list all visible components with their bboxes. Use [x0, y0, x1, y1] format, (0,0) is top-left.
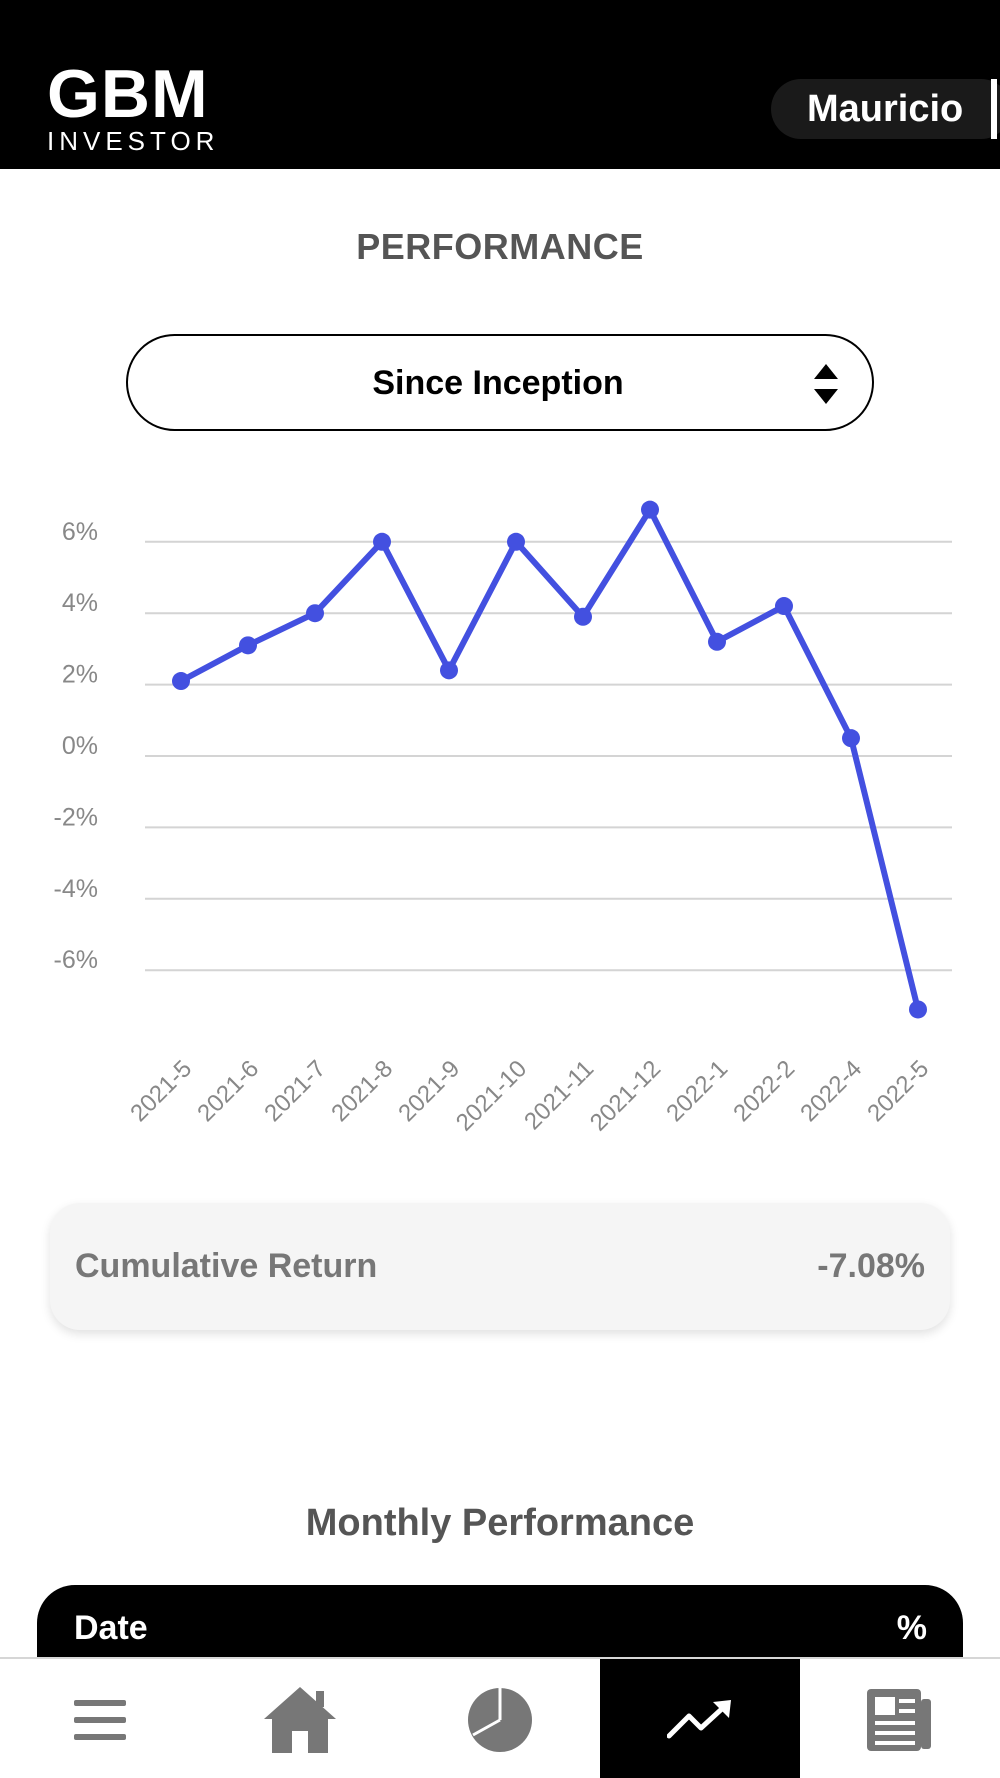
header-edge-bar [991, 79, 997, 139]
monthly-performance-title: Monthly Performance [305, 1502, 695, 1544]
page-title: PERFORMANCE [356, 226, 644, 267]
sort-arrows-icon [814, 364, 838, 404]
x-tick-label: 2021-7 [259, 1055, 331, 1127]
bottom-navigation [0, 1657, 1000, 1778]
user-profile-button[interactable]: Mauricio [771, 79, 1000, 139]
x-tick-label: 2022-5 [862, 1055, 934, 1127]
y-tick-label: -6% [54, 946, 98, 974]
period-select[interactable]: Since Inception [126, 334, 874, 431]
data-point [842, 729, 860, 748]
trending-up-icon [667, 1699, 731, 1738]
logo-main-text: GBM [47, 56, 209, 132]
data-point [373, 532, 391, 551]
nav-performance[interactable] [600, 1659, 800, 1778]
y-tick-label: 2% [62, 661, 98, 689]
news-icon [867, 1688, 931, 1751]
period-select-value: Since Inception [372, 364, 624, 402]
y-tick-label: -4% [54, 875, 98, 903]
cumulative-return-card: Cumulative Return -7.08% [50, 1203, 950, 1330]
data-point [239, 636, 257, 655]
x-tick-label: 2021-12 [585, 1055, 666, 1136]
gbm-investor-logo: GBM INVESTOR [47, 56, 247, 156]
user-name: Mauricio [807, 88, 964, 130]
performance-chart: 6% 4% 2% 0% -2% -4% -6% 2021-5 2021-6 2021-7 2021-… [0, 470, 1000, 1150]
series-line [178, 506, 921, 1013]
x-tick-label: 2021-11 [519, 1055, 599, 1135]
data-point [708, 632, 726, 651]
cumulative-return-value: -7.08% [817, 1247, 925, 1285]
column-header-percent: % [896, 1609, 927, 1647]
nav-portfolio[interactable] [400, 1659, 600, 1778]
data-point [306, 604, 324, 623]
performance-line-chart: 6%4%2%0%-2%-4%-6%2021-52021-62021-72021-… [54, 500, 952, 1137]
menu-icon [74, 1699, 126, 1740]
logo-sub-text: INVESTOR [47, 126, 220, 156]
data-point [574, 607, 592, 626]
y-tick-label: 6% [62, 518, 98, 546]
x-tick-label: 2021-5 [125, 1055, 197, 1127]
y-tick-label: 4% [62, 589, 98, 617]
data-point [172, 672, 190, 691]
nav-news[interactable] [800, 1659, 1000, 1778]
y-tick-label: 0% [62, 732, 98, 760]
x-tick-label: 2022-2 [728, 1055, 800, 1127]
app-header: GBM INVESTOR Mauricio [0, 0, 1000, 169]
nav-home[interactable] [200, 1659, 400, 1778]
column-header-date: Date [74, 1609, 148, 1647]
data-point [440, 661, 458, 680]
x-tick-label: 2021-6 [192, 1055, 264, 1127]
x-tick-label: 2022-1 [661, 1055, 733, 1127]
y-tick-label: -2% [54, 803, 98, 831]
x-tick-label: 2022-4 [795, 1055, 867, 1127]
home-icon [264, 1686, 336, 1753]
x-tick-label: 2021-10 [451, 1055, 532, 1136]
pie-chart-icon [468, 1687, 532, 1752]
data-point [775, 597, 793, 616]
x-tick-label: 2021-8 [326, 1055, 398, 1127]
cumulative-return-label: Cumulative Return [75, 1247, 378, 1285]
nav-menu[interactable] [0, 1659, 200, 1778]
data-point [641, 500, 659, 519]
data-point [507, 532, 525, 551]
data-point [909, 1000, 927, 1019]
